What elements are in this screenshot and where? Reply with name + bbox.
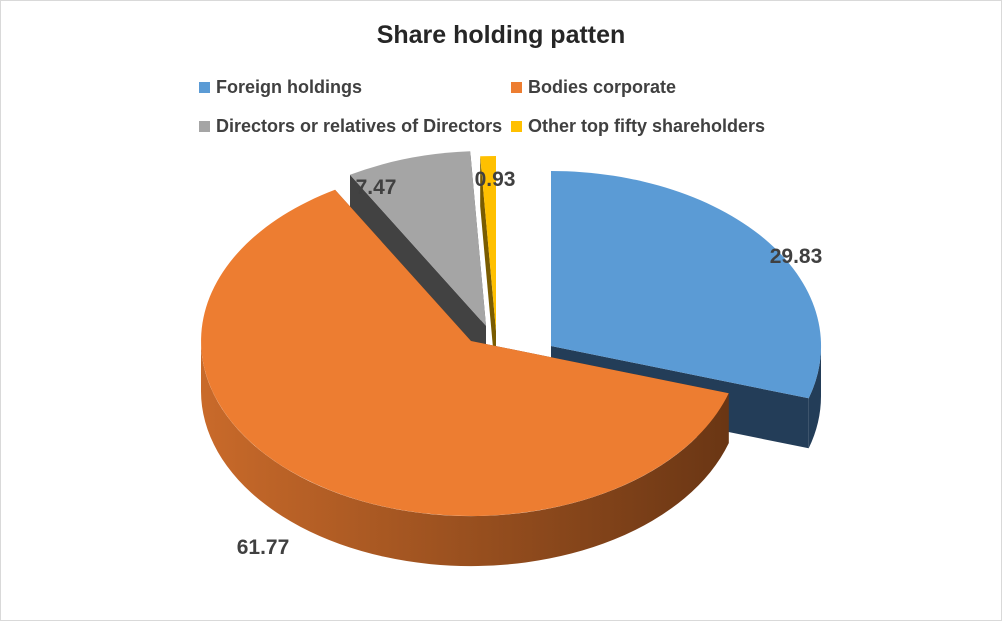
legend-label-directors: Directors or relatives of Directors bbox=[216, 116, 503, 136]
pie-slice-wall-other-top-fifty-0 bbox=[480, 156, 496, 381]
pie-slice-top-directors bbox=[350, 151, 486, 326]
pie-slice-top-foreign-holdings bbox=[551, 171, 822, 399]
legend-item-other-top-fifty: Other top fifty shareholders bbox=[511, 116, 765, 137]
legend-swatch-directors bbox=[199, 121, 210, 132]
chart-title: Share holding patten bbox=[376, 21, 626, 49]
data-label-bodies-corporate: 61.77 bbox=[237, 536, 290, 559]
legend-item-foreign-holdings: Foreign holdings bbox=[199, 77, 362, 98]
legend-swatch-bodies-corporate bbox=[511, 82, 522, 93]
pie-slice-side-bodies-corporate bbox=[200, 341, 729, 567]
legend-label-foreign-holdings: Foreign holdings bbox=[216, 77, 362, 97]
pie-slice-side-foreign-holdings bbox=[808, 346, 822, 449]
data-labels: 29.83 61.77 7.47 0.93 bbox=[237, 168, 823, 559]
data-label-directors: 7.47 bbox=[356, 176, 397, 199]
legend-swatch-other-top-fifty bbox=[511, 121, 522, 132]
data-label-other-top-fifty: 0.93 bbox=[475, 168, 516, 191]
data-label-foreign-holdings: 29.83 bbox=[770, 245, 823, 268]
pie-slices bbox=[200, 151, 822, 567]
legend-swatch-foreign-holdings bbox=[199, 82, 210, 93]
legend-item-bodies-corporate: Bodies corporate bbox=[511, 77, 676, 98]
pie-slice-bodies-corporate bbox=[200, 189, 729, 567]
pie-slice-other-top-fifty bbox=[480, 156, 496, 381]
legend-label-other-top-fifty: Other top fifty shareholders bbox=[528, 116, 766, 136]
legend-label-bodies-corporate: Bodies corporate bbox=[528, 77, 677, 97]
pie-slice-top-other-top-fifty bbox=[480, 156, 496, 331]
legend-item-directors: Directors or relatives of Directors bbox=[199, 116, 502, 137]
pie-slice-top-bodies-corporate bbox=[201, 189, 729, 516]
